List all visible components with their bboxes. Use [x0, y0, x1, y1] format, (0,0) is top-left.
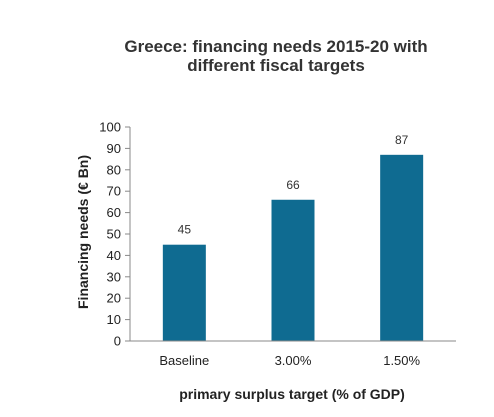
y-tick-label: 10 — [107, 312, 121, 327]
y-tick-label: 20 — [107, 291, 121, 306]
bar-2 — [380, 154, 424, 341]
data-label-0: 45 — [178, 223, 192, 237]
y-tick-label: 100 — [99, 120, 121, 135]
y-tick-label: 70 — [107, 184, 121, 199]
y-tick-label: 90 — [107, 141, 121, 156]
y-axis-ticks: 0 10 20 30 40 50 60 70 80 90 100 — [99, 120, 130, 349]
bar-0 — [162, 244, 206, 341]
category-label-0: Baseline — [159, 353, 209, 368]
bars — [162, 154, 424, 341]
data-labels: 45 66 87 — [178, 133, 409, 237]
y-tick-label: 60 — [107, 205, 121, 220]
y-tick-label: 30 — [107, 269, 121, 284]
y-tick-label: 40 — [107, 248, 121, 263]
category-label-1: 3.00% — [275, 353, 312, 368]
bar-1 — [271, 199, 315, 341]
y-tick-label: 50 — [107, 227, 121, 242]
data-label-1: 66 — [286, 178, 300, 192]
x-axis-label: primary surplus target (% of GDP) — [179, 386, 405, 402]
chart-title-line-2: different fiscal targets — [187, 56, 365, 75]
data-label-2: 87 — [395, 133, 409, 147]
y-tick-label: 80 — [107, 162, 121, 177]
y-axis-label: Financing needs (€ Bn) — [75, 155, 91, 309]
x-axis-categories: Baseline 3.00% 1.50% — [159, 353, 420, 368]
y-tick-label: 0 — [114, 334, 121, 349]
category-label-2: 1.50% — [383, 353, 420, 368]
chart-title-line-1: Greece: financing needs 2015-20 with — [124, 37, 427, 56]
